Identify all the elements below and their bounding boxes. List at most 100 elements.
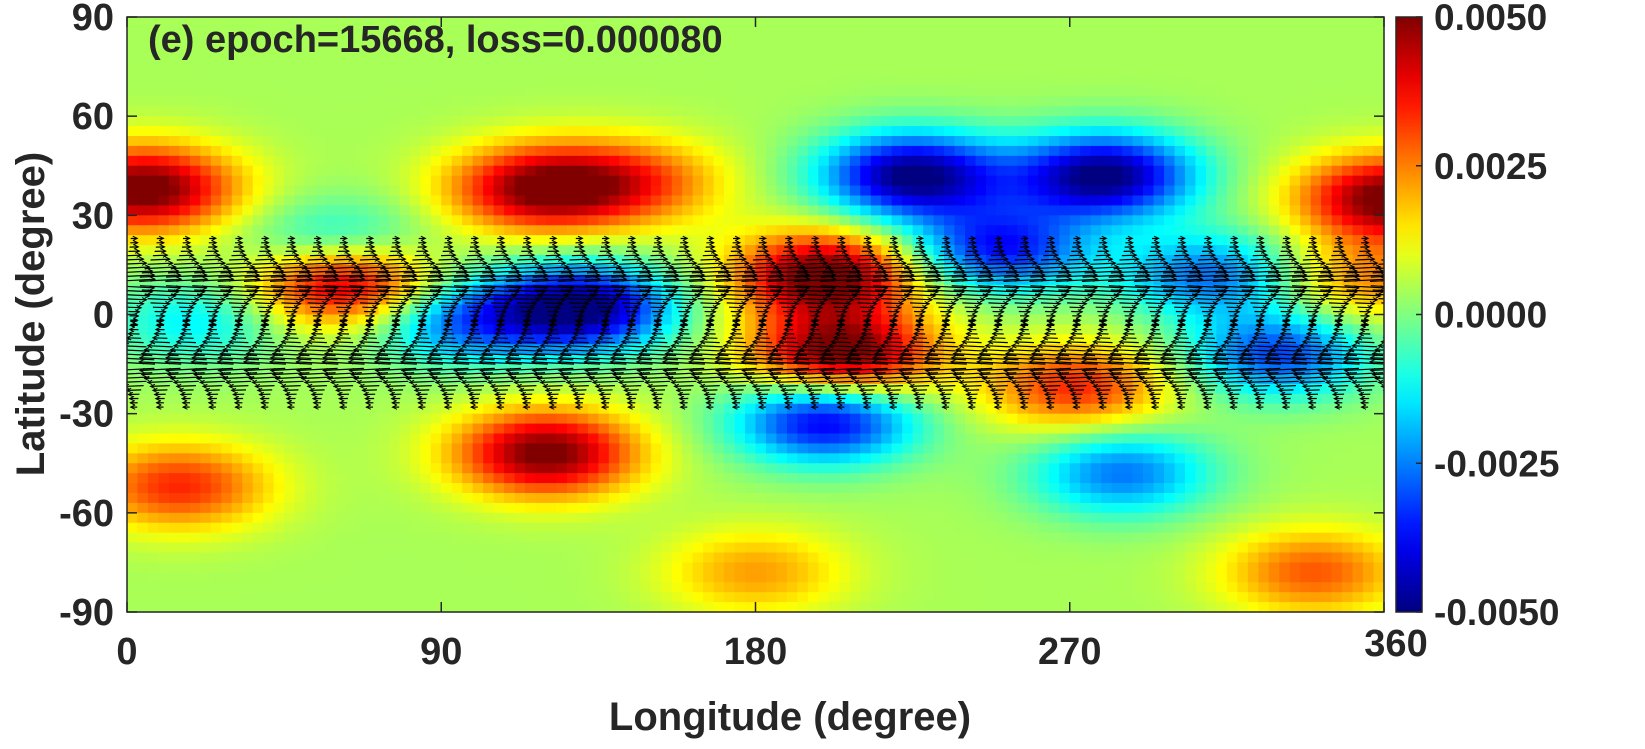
heatmap-cell (221, 86, 233, 97)
heatmap-cell (1247, 413, 1259, 425)
heatmap-cell (263, 413, 275, 425)
heatmap-cell (1069, 26, 1081, 38)
heatmap-cell (388, 195, 400, 207)
heatmap-cell (535, 205, 547, 216)
heatmap-cell (147, 106, 160, 117)
heatmap-cell (336, 126, 348, 137)
heatmap-cell (807, 225, 819, 236)
heatmap-cell (755, 195, 767, 207)
heatmap-cell (818, 145, 830, 157)
heatmap-cell (315, 195, 327, 207)
heatmap-cell (1174, 145, 1186, 157)
heatmap-cell (357, 195, 369, 207)
heatmap-cell (933, 314, 945, 326)
heatmap-cell (671, 175, 683, 187)
heatmap-cell (912, 423, 924, 435)
heatmap-cell (357, 36, 369, 48)
heatmap-cell (1184, 393, 1197, 405)
heatmap-cell (975, 86, 987, 97)
heatmap-cell (619, 403, 631, 415)
heatmap-cell (1247, 403, 1259, 415)
heatmap-cell (1027, 136, 1039, 147)
heatmap-cell (147, 423, 160, 435)
heatmap-cell (902, 145, 914, 157)
heatmap-cell (430, 46, 442, 58)
heatmap-cell (755, 294, 767, 306)
heatmap-cell (305, 175, 317, 187)
heatmap-cell (399, 235, 411, 246)
heatmap-cell (462, 136, 474, 147)
heatmap-cell (388, 165, 400, 177)
heatmap-cell (210, 284, 222, 296)
heatmap-cell (818, 225, 830, 236)
heatmap-cell (1132, 165, 1144, 177)
heatmap-cell (514, 383, 526, 395)
heatmap-cell (127, 413, 139, 425)
heatmap-cell (1048, 116, 1060, 127)
heatmap-cell (1205, 36, 1217, 48)
heatmap-cell (472, 56, 484, 68)
heatmap-cell (1017, 165, 1029, 177)
heatmap-cell (127, 155, 139, 167)
heatmap-cell (923, 423, 935, 435)
heatmap-cell (326, 17, 338, 28)
heatmap-cell (755, 116, 767, 127)
heatmap-cell (357, 235, 369, 246)
heatmap-cell (1226, 195, 1238, 207)
heatmap-cell (367, 86, 379, 97)
heatmap-cell (252, 126, 264, 137)
heatmap-cell (179, 165, 191, 177)
heatmap-cell (294, 86, 306, 97)
heatmap-cell (388, 264, 400, 276)
heatmap-cell (1268, 383, 1280, 395)
heatmap-cell (137, 255, 149, 266)
heatmap-cell (399, 155, 411, 167)
heatmap-cell (1090, 106, 1102, 117)
heatmap-cell (692, 136, 704, 147)
heatmap-cell (933, 126, 945, 137)
heatmap-cell (807, 245, 819, 256)
heatmap-cell (1048, 106, 1060, 117)
heatmap-cell (221, 393, 233, 405)
heatmap-cell (797, 374, 809, 385)
heatmap-cell (305, 26, 317, 38)
heatmap-cell (472, 413, 484, 425)
heatmap-cell (996, 334, 1008, 345)
heatmap-cell (388, 225, 400, 236)
heatmap-cell (483, 126, 495, 137)
heatmap-cell (944, 225, 956, 236)
heatmap-cell (650, 374, 662, 385)
heatmap-cell (284, 354, 296, 365)
heatmap-cell (692, 304, 704, 316)
heatmap-cell (1268, 56, 1280, 68)
heatmap-cell (1069, 383, 1081, 395)
heatmap-cell (839, 36, 851, 48)
heatmap-cell (315, 334, 327, 345)
heatmap-cell (556, 96, 568, 107)
heatmap-cell (985, 86, 998, 97)
heatmap-cell (1300, 66, 1312, 78)
heatmap-cell (944, 383, 956, 395)
heatmap-cell (1111, 304, 1123, 316)
heatmap-cell (189, 66, 201, 78)
heatmap-cell (1017, 96, 1029, 107)
heatmap-cell (294, 185, 306, 197)
heatmap-cell (1174, 36, 1186, 48)
heatmap-cell (336, 354, 348, 365)
heatmap-cell (273, 76, 285, 88)
heatmap-cell (619, 116, 631, 127)
heatmap-cell (912, 145, 924, 157)
heatmap-cell (786, 403, 798, 415)
heatmap-cell (525, 26, 537, 38)
heatmap-cell (745, 235, 757, 246)
heatmap-cell (483, 374, 495, 385)
heatmap-cell (619, 264, 631, 276)
heatmap-cell (1352, 264, 1364, 276)
heatmap-cell (493, 185, 505, 197)
heatmap-cell (776, 165, 788, 177)
heatmap-cell (1258, 155, 1270, 167)
heatmap-cell (765, 106, 778, 117)
heatmap-cell (786, 106, 798, 117)
heatmap-cell (881, 86, 893, 97)
heatmap-cell (263, 155, 275, 167)
